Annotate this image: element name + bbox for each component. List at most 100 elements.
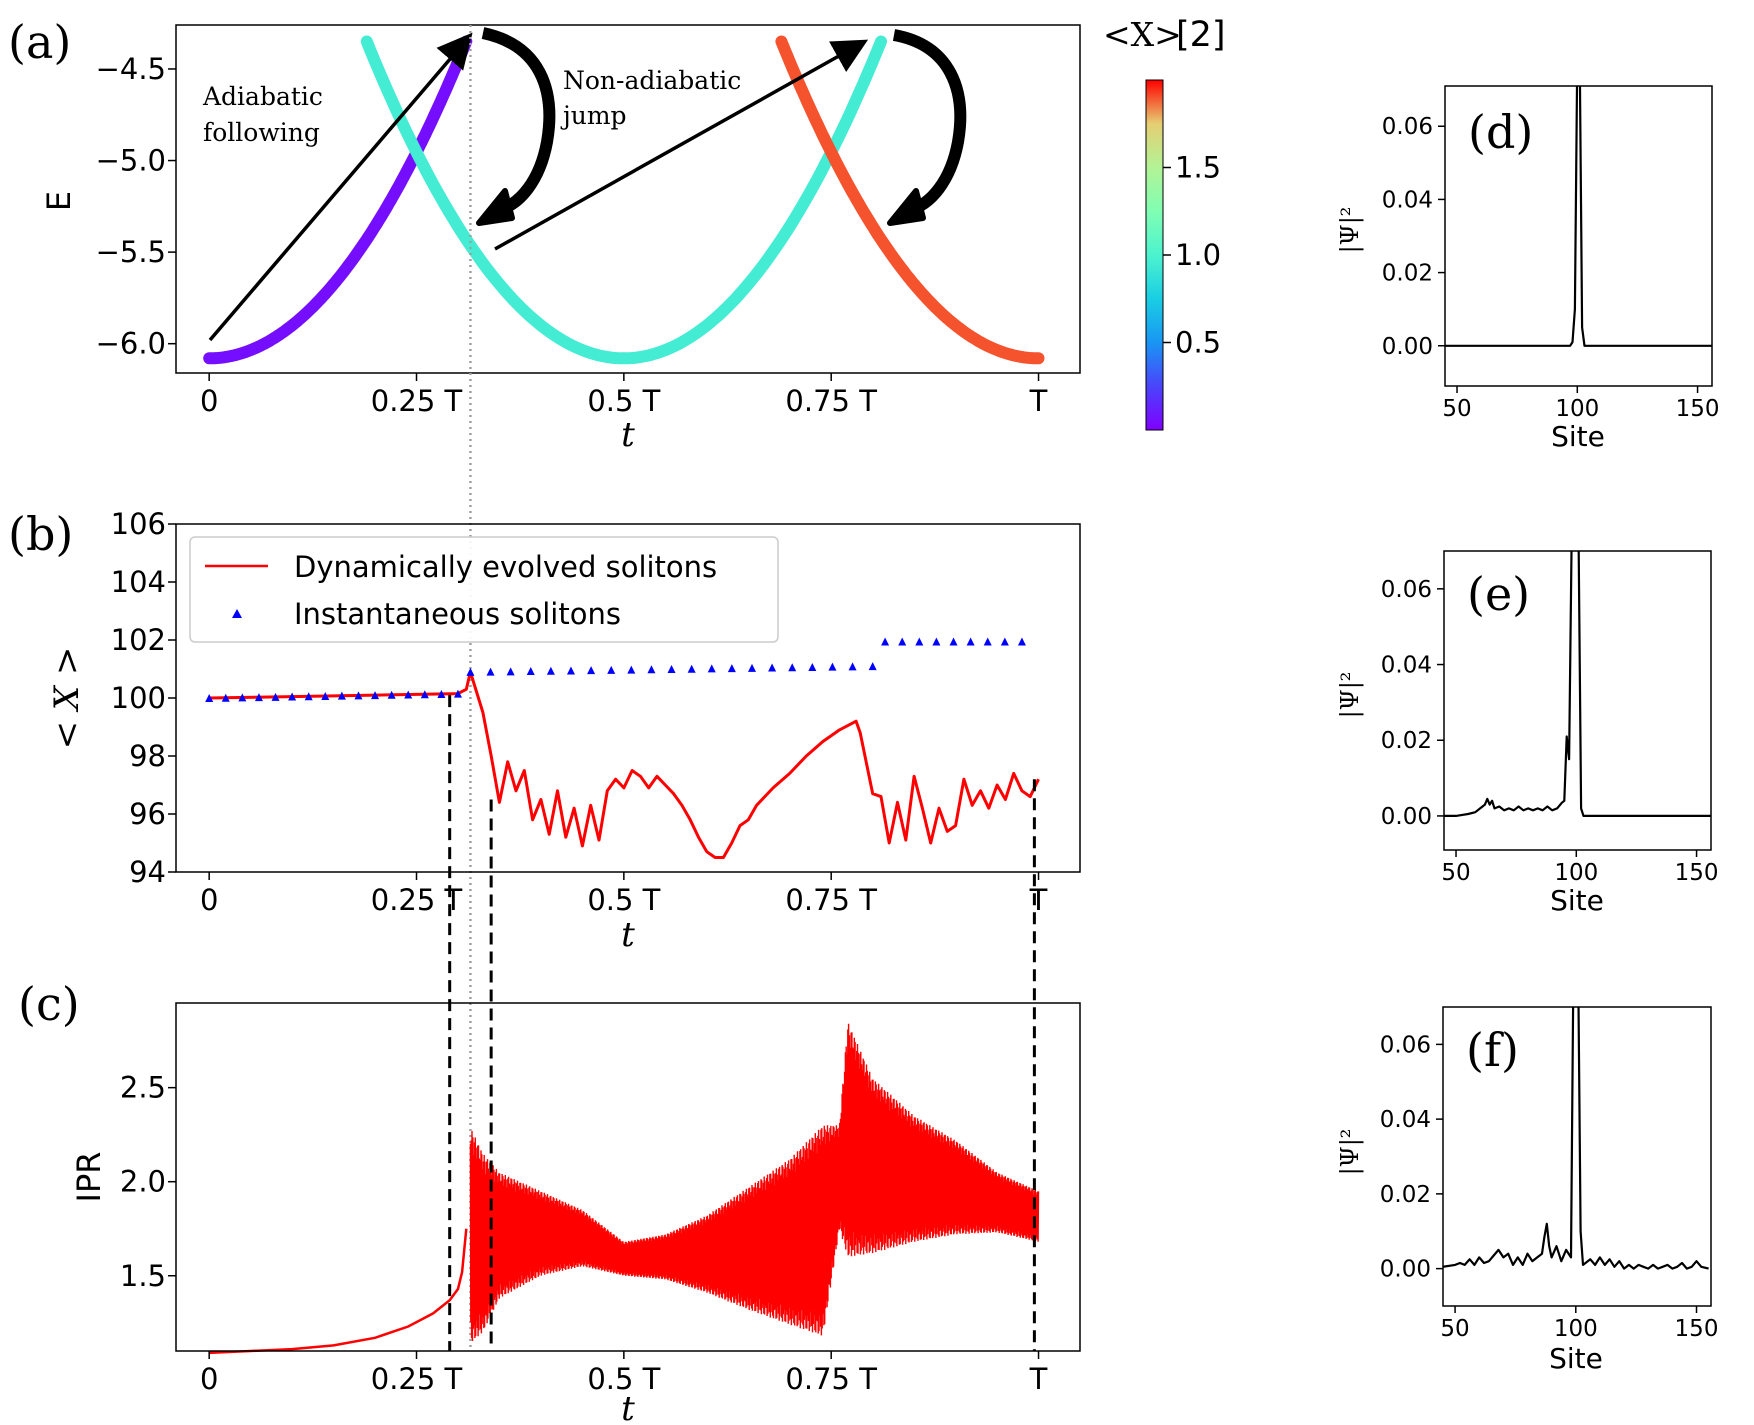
panel-d-xlabel: Site	[1551, 420, 1605, 453]
x-tick-label: 150	[1675, 1316, 1719, 1342]
y-tick-label: 98	[129, 739, 166, 773]
instantaneous-soliton-marker	[546, 666, 555, 675]
energy-branch	[203, 35, 473, 365]
x-tick-label: 0.25 T	[371, 384, 463, 418]
x-tick-label: 0	[200, 883, 218, 917]
x-tick-label: 150	[1675, 860, 1719, 886]
x-tick-label: 100	[1555, 396, 1599, 422]
legend-marker-instantaneous	[232, 609, 242, 618]
colorbar-tick-label: 1.0	[1175, 238, 1221, 272]
y-tick-label: 0.00	[1382, 334, 1433, 360]
instantaneous-soliton-marker	[727, 664, 736, 673]
colorbar-title-ref: [2]	[1176, 15, 1226, 55]
colorbar: <X> [2] 0.5 1.0 1.5	[1103, 15, 1226, 431]
y-tick-label: 2.5	[120, 1071, 166, 1105]
panel-b-data	[205, 637, 1040, 859]
y-tick-label: 0.04	[1382, 187, 1433, 213]
panel-c-xticks: 0 0.25 T 0.5 T 0.75 T T	[200, 1351, 1048, 1396]
legend-box	[189, 536, 779, 643]
instantaneous-soliton-marker	[1000, 637, 1009, 646]
panel-c-ylabel: IPR	[70, 1152, 108, 1203]
instantaneous-soliton-marker	[566, 666, 575, 675]
instantaneous-soliton-marker	[288, 692, 297, 701]
panel-c: 0 0.25 T 0.5 T 0.75 T T 1.5 2.0 2.5 IPR t	[70, 1002, 1081, 1425]
instantaneous-soliton-marker	[828, 662, 837, 671]
wavefunction-line	[1445, 86, 1712, 347]
colorbar-tick-label: 1.5	[1175, 151, 1221, 185]
instantaneous-soliton-marker	[371, 691, 380, 700]
instantaneous-soliton-marker	[337, 691, 346, 700]
x-tick-label: 0	[200, 1362, 218, 1396]
panel-b: 0 0.25 T 0.5 T 0.75 T T 94 96 98 100 102 104 106 <…	[47, 507, 1081, 955]
instantaneous-soliton-marker	[587, 666, 596, 675]
instantaneous-soliton-marker	[506, 667, 515, 676]
panel-a-xticks: 0 0.25 T 0.5 T 0.75 T T	[200, 373, 1048, 418]
instantaneous-soliton-marker	[667, 665, 676, 673]
instantaneous-soliton-marker	[915, 637, 924, 646]
instantaneous-soliton-marker	[420, 690, 429, 699]
instantaneous-soliton-marker	[768, 663, 777, 672]
panel-e-frame	[1443, 550, 1712, 851]
y-tick-label: 0.02	[1382, 261, 1433, 287]
instantaneous-soliton-marker	[627, 665, 636, 674]
wavefunction-line	[1444, 551, 1711, 818]
panel-b-xticks: 0 0.25 T 0.5 T 0.75 T T	[200, 872, 1048, 917]
colorbar-gradient	[1145, 79, 1164, 431]
instantaneous-soliton-marker	[404, 690, 413, 699]
panel-b-yticks: 94 96 98 100 102 104 106	[111, 507, 176, 889]
arrow-nonadiabatic-jump	[494, 39, 869, 251]
y-tick-label: 0.04	[1380, 1107, 1431, 1133]
x-tick-label: 50	[1442, 396, 1471, 422]
y-tick-label: 102	[111, 623, 166, 657]
x-tick-label: T	[1029, 883, 1048, 917]
x-tick-label: 0.25 T	[371, 883, 463, 917]
instantaneous-soliton-marker	[453, 689, 462, 698]
panel-a-ylabel: E	[40, 191, 78, 211]
instantaneous-soliton-marker	[881, 637, 890, 646]
instantaneous-soliton-marker	[707, 664, 716, 673]
instantaneous-soliton-marker	[788, 663, 797, 672]
panel-d: 50 100 150 0.00 0.02 0.04 0.06 (d) |Ψ|² Site	[1336, 85, 1720, 453]
panel-f-ylabel: |Ψ|²	[1336, 1129, 1365, 1176]
panel-c-frame	[175, 1002, 1081, 1352]
y-tick-label: 106	[111, 507, 166, 541]
y-tick-label: 0.04	[1381, 653, 1432, 679]
instantaneous-soliton-marker	[983, 637, 992, 646]
y-tick-label: 100	[111, 681, 166, 715]
x-tick-label: T	[1029, 1362, 1048, 1396]
x-tick-label: 0.5 T	[587, 1362, 660, 1396]
annotation-nonadiabatic-line1: Non-adiabatic	[563, 66, 741, 95]
instantaneous-soliton-marker	[238, 693, 247, 702]
x-tick-label: 50	[1440, 1316, 1469, 1342]
curved-arrow-2-head	[887, 188, 926, 226]
panel-label-f: (f)	[1466, 1023, 1519, 1077]
panel-f-xlabel: Site	[1549, 1342, 1603, 1375]
y-tick-label: 1.5	[120, 1259, 166, 1293]
instantaneous-soliton-marker	[687, 664, 696, 673]
instantaneous-soliton-marker	[607, 665, 616, 674]
instantaneous-soliton-marker	[949, 637, 958, 646]
panel-f-frame	[1442, 1006, 1712, 1307]
colorbar-ticks: 0.5 1.0 1.5	[1163, 151, 1221, 360]
legend-label-instantaneous: Instantaneous solitons	[294, 597, 621, 631]
panel-a-xlabel: t	[621, 415, 635, 455]
panel-label-b: (b)	[8, 507, 73, 561]
instantaneous-soliton-marker	[868, 662, 877, 671]
y-tick-label: −5.5	[96, 235, 166, 269]
instantaneous-soliton-marker	[254, 693, 263, 702]
panel-label-c: (c)	[18, 977, 80, 1031]
instantaneous-soliton-marker	[966, 637, 975, 646]
y-tick-label: −4.5	[96, 52, 166, 86]
wavefunction-line	[1443, 1007, 1709, 1270]
x-tick-label: 0.5 T	[587, 883, 660, 917]
panel-c-xlabel: t	[621, 1389, 635, 1425]
x-tick-label: 0.75 T	[785, 883, 877, 917]
energy-branch	[360, 35, 887, 365]
series-line-dynamic	[209, 670, 1040, 859]
ipr-smooth-line	[209, 1228, 468, 1355]
instantaneous-soliton-marker	[848, 662, 857, 671]
instantaneous-soliton-marker	[526, 667, 535, 676]
instantaneous-soliton-marker	[354, 691, 363, 700]
y-tick-label: 104	[111, 565, 166, 599]
panel-a-data	[203, 35, 1045, 365]
